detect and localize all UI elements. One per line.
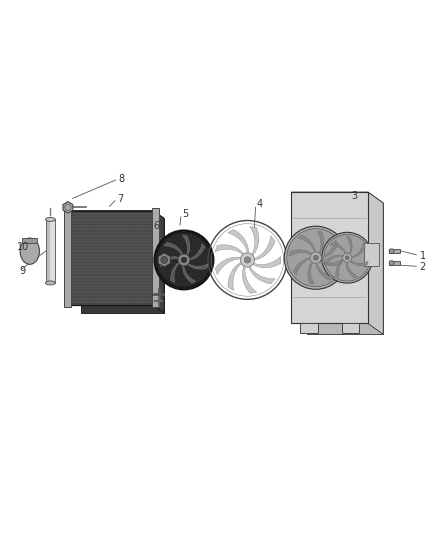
Circle shape [322,232,373,283]
Polygon shape [336,260,343,278]
Polygon shape [228,229,249,253]
Polygon shape [228,262,241,290]
Circle shape [324,235,371,281]
Bar [389,261,400,265]
Text: 7: 7 [117,193,124,204]
Polygon shape [215,257,241,274]
Circle shape [310,252,321,263]
Polygon shape [321,240,339,258]
Polygon shape [153,211,164,313]
Circle shape [156,232,212,287]
Polygon shape [253,256,281,268]
Circle shape [178,254,190,266]
Text: 5: 5 [182,209,188,219]
Polygon shape [164,243,183,254]
Polygon shape [160,257,179,266]
Polygon shape [81,219,164,313]
Polygon shape [320,259,342,266]
Text: 2: 2 [420,262,426,271]
Polygon shape [308,262,314,284]
Polygon shape [316,263,333,280]
Text: 8: 8 [119,174,125,184]
Polygon shape [190,244,205,260]
Polygon shape [215,245,244,255]
Bar [22,238,38,243]
Polygon shape [346,262,357,278]
Polygon shape [346,237,352,254]
Bar [46,220,55,283]
Polygon shape [158,253,170,267]
Circle shape [181,257,187,263]
Polygon shape [250,227,259,255]
Bar [364,243,379,265]
Ellipse shape [46,281,55,285]
Polygon shape [70,211,164,219]
Circle shape [287,229,345,287]
Text: 9: 9 [20,266,26,276]
Polygon shape [291,192,368,324]
Polygon shape [389,249,394,254]
Polygon shape [183,236,190,255]
Text: 6: 6 [154,221,160,231]
Text: 1: 1 [420,251,426,261]
Polygon shape [368,192,383,334]
Ellipse shape [20,238,39,264]
Bar [152,208,159,307]
Circle shape [240,253,254,267]
Polygon shape [307,203,383,334]
Polygon shape [254,236,275,260]
Polygon shape [249,266,275,284]
Circle shape [284,226,347,289]
Polygon shape [330,243,346,254]
Polygon shape [187,264,208,269]
Circle shape [343,253,352,262]
Polygon shape [293,258,310,276]
Ellipse shape [46,217,55,221]
Polygon shape [352,244,365,258]
Polygon shape [63,201,73,213]
Circle shape [313,255,318,260]
Polygon shape [183,266,196,283]
Bar [389,249,400,253]
Polygon shape [342,324,359,333]
Polygon shape [326,255,343,264]
Polygon shape [389,261,394,265]
Text: 3: 3 [352,191,358,201]
Polygon shape [300,324,318,333]
Polygon shape [350,261,368,265]
Text: 10: 10 [17,242,29,252]
Polygon shape [70,211,153,305]
Polygon shape [298,235,316,252]
Polygon shape [242,266,257,293]
Bar [64,208,71,307]
Polygon shape [290,250,312,256]
Circle shape [161,256,168,263]
Circle shape [244,257,251,263]
Bar [47,220,50,283]
Circle shape [154,230,214,290]
Polygon shape [171,263,179,282]
Polygon shape [317,231,324,254]
Text: 4: 4 [256,199,262,209]
Polygon shape [291,192,383,203]
Circle shape [345,256,349,260]
